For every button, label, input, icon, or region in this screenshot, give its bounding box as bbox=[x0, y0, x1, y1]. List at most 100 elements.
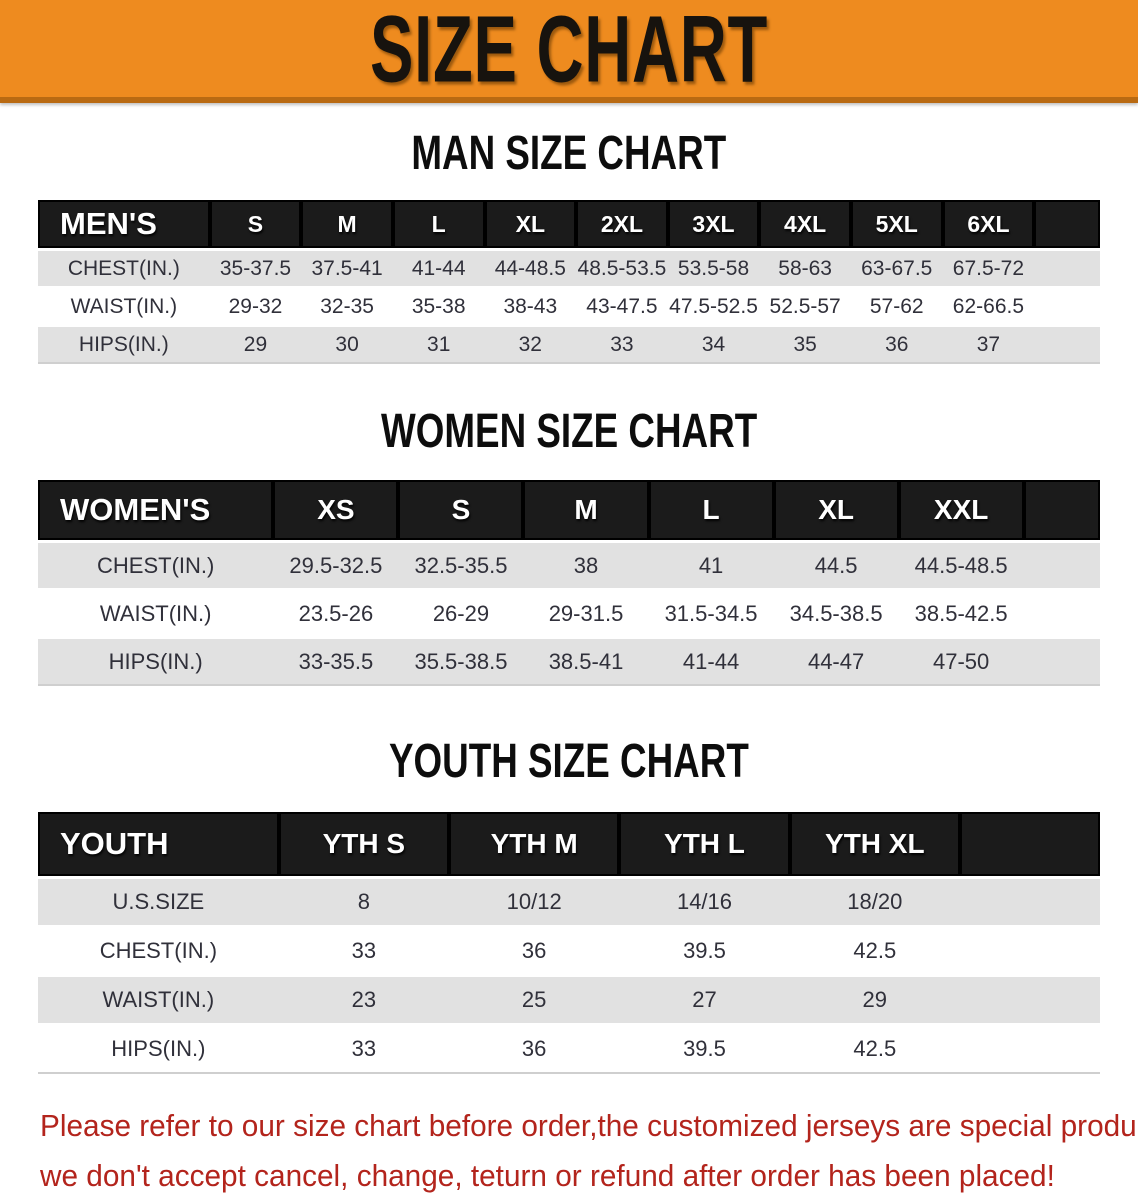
women-section-heading-text: WOMEN SIZE CHART bbox=[380, 402, 758, 458]
size-value-cell: 26-29 bbox=[398, 591, 524, 636]
table-row: HIPS(IN.) 33 36 39.5 42.5 bbox=[38, 1026, 1100, 1074]
size-value-cell: 33 bbox=[278, 928, 450, 974]
size-value-cell: 38.5-41 bbox=[523, 639, 649, 686]
size-value-cell: 43-47.5 bbox=[576, 289, 668, 324]
size-value-cell: 44.5 bbox=[773, 543, 899, 588]
section-men: MAN SIZE CHART MEN'S S M L XL 2XL 3XL 4XL 5XL 6XL… bbox=[0, 103, 1138, 367]
table-group-label: MEN'S bbox=[38, 200, 210, 248]
size-column-header: YTH L bbox=[619, 812, 790, 876]
size-value-cell: 38 bbox=[523, 543, 649, 588]
table-row: CHEST(IN.) 35-37.5 37.5-41 41-44 44-48.5 48.5… bbox=[38, 251, 1100, 286]
size-column-header: L bbox=[648, 480, 774, 540]
size-value-cell: 47-50 bbox=[898, 639, 1024, 686]
size-value-cell: 33-35.5 bbox=[273, 639, 399, 686]
size-value-cell: 52.5-57 bbox=[759, 289, 851, 324]
size-value-cell: 47.5-52.5 bbox=[667, 289, 760, 324]
size-value-cell: 38-43 bbox=[484, 289, 577, 324]
table-row: U.S.SIZE 8 10/12 14/16 18/20 bbox=[38, 879, 1100, 925]
size-value-cell: 37.5-41 bbox=[301, 251, 393, 286]
size-column-header: 4XL bbox=[759, 200, 851, 248]
size-value-cell: 48.5-53.5 bbox=[576, 251, 668, 286]
disclaimer-note: Please refer to our size chart before or… bbox=[40, 1101, 1138, 1200]
table-group-label: WOMEN'S bbox=[38, 480, 274, 540]
size-value-cell: 32 bbox=[484, 327, 577, 364]
row-label: CHEST(IN.) bbox=[38, 928, 279, 974]
size-value-cell: 57-62 bbox=[850, 289, 943, 324]
size-value-cell: 23 bbox=[278, 977, 450, 1023]
women-size-table: WOMEN'S XS S M L XL XXL CHEST(IN.) 29.5-32.5 32.5… bbox=[38, 477, 1100, 689]
table-row: HIPS(IN.) 29 30 31 32 33 34 35 36 37 bbox=[38, 327, 1100, 364]
table-header-row: MEN'S S M L XL 2XL 3XL 4XL 5XL 6XL bbox=[38, 200, 1100, 248]
size-value-cell: 29-31.5 bbox=[523, 591, 649, 636]
size-value-cell: 36 bbox=[449, 1026, 620, 1074]
size-value-cell: 8 bbox=[278, 879, 450, 925]
row-label: WAIST(IN.) bbox=[38, 591, 274, 636]
size-value-cell: 27 bbox=[619, 977, 790, 1023]
size-value-cell: 35 bbox=[759, 327, 851, 364]
size-value-cell: 37 bbox=[942, 327, 1035, 364]
size-value-cell: 29-32 bbox=[209, 289, 302, 324]
size-column-header: 2XL bbox=[576, 200, 668, 248]
table-header-row: YOUTH YTH S YTH M YTH L YTH XL bbox=[38, 812, 1100, 876]
size-value-cell: 34.5-38.5 bbox=[773, 591, 899, 636]
size-value-cell: 30 bbox=[301, 327, 393, 364]
section-women: WOMEN SIZE CHART WOMEN'S XS S M L XL XXL CHEST(… bbox=[0, 367, 1138, 689]
size-value-cell: 41-44 bbox=[392, 251, 485, 286]
section-youth: YOUTH SIZE CHART YOUTH YTH S YTH M YTH L YTH… bbox=[0, 689, 1138, 1077]
size-column-header: 5XL bbox=[850, 200, 943, 248]
table-row: CHEST(IN.) 29.5-32.5 32.5-35.5 38 41 44.5 44.5… bbox=[38, 543, 1100, 588]
disclaimer-line-2: we don't accept cancel, change, teturn o… bbox=[40, 1157, 1055, 1193]
table-group-label: YOUTH bbox=[38, 812, 279, 876]
size-value-cell: 44.5-48.5 bbox=[898, 543, 1024, 588]
size-value-cell: 39.5 bbox=[619, 928, 790, 974]
size-value-cell: 33 bbox=[278, 1026, 450, 1074]
size-value-cell: 42.5 bbox=[789, 928, 960, 974]
row-label: U.S.SIZE bbox=[38, 879, 279, 925]
size-value-cell: 36 bbox=[449, 928, 620, 974]
table-row: WAIST(IN.) 23.5-26 26-29 29-31.5 31.5-34.5 34… bbox=[38, 591, 1100, 636]
table-row: WAIST(IN.) 23 25 27 29 bbox=[38, 977, 1100, 1023]
row-filler bbox=[959, 977, 1100, 1023]
size-value-cell: 38.5-42.5 bbox=[898, 591, 1024, 636]
row-filler bbox=[1023, 543, 1100, 588]
size-value-cell: 23.5-26 bbox=[273, 591, 399, 636]
row-filler bbox=[959, 1026, 1100, 1074]
size-value-cell: 31.5-34.5 bbox=[648, 591, 774, 636]
size-column-header: YTH M bbox=[449, 812, 620, 876]
size-value-cell: 25 bbox=[449, 977, 620, 1023]
table-row: CHEST(IN.) 33 36 39.5 42.5 bbox=[38, 928, 1100, 974]
banner: SIZE CHART bbox=[0, 0, 1138, 103]
size-value-cell: 18/20 bbox=[789, 879, 960, 925]
size-value-cell: 35-38 bbox=[392, 289, 485, 324]
row-label: CHEST(IN.) bbox=[38, 251, 210, 286]
size-value-cell: 44-47 bbox=[773, 639, 899, 686]
size-value-cell: 32-35 bbox=[301, 289, 393, 324]
size-value-cell: 67.5-72 bbox=[942, 251, 1035, 286]
size-column-header: YTH XL bbox=[789, 812, 960, 876]
men-section-heading: MAN SIZE CHART bbox=[0, 103, 1138, 180]
size-value-cell: 10/12 bbox=[449, 879, 620, 925]
row-filler bbox=[1023, 591, 1100, 636]
row-label: WAIST(IN.) bbox=[38, 977, 279, 1023]
row-label: WAIST(IN.) bbox=[38, 289, 210, 324]
header-filler bbox=[1023, 480, 1100, 540]
size-column-header: M bbox=[523, 480, 649, 540]
table-header-row: WOMEN'S XS S M L XL XXL bbox=[38, 480, 1100, 540]
size-column-header: XS bbox=[273, 480, 399, 540]
size-value-cell: 29 bbox=[209, 327, 302, 364]
size-value-cell: 44-48.5 bbox=[484, 251, 577, 286]
disclaimer-line-1: Please refer to our size chart before or… bbox=[40, 1108, 1138, 1143]
size-value-cell: 63-67.5 bbox=[850, 251, 943, 286]
row-filler bbox=[1034, 327, 1100, 364]
size-column-header: YTH S bbox=[278, 812, 450, 876]
size-column-header: L bbox=[392, 200, 485, 248]
row-label: HIPS(IN.) bbox=[38, 327, 210, 364]
men-section-heading-text: MAN SIZE CHART bbox=[411, 124, 727, 180]
size-column-header: S bbox=[209, 200, 302, 248]
youth-section-heading: YOUTH SIZE CHART bbox=[0, 689, 1138, 784]
men-size-table: MEN'S S M L XL 2XL 3XL 4XL 5XL 6XL CHEST(IN.) 35-37… bbox=[38, 197, 1100, 367]
size-column-header: M bbox=[301, 200, 393, 248]
size-value-cell: 58-63 bbox=[759, 251, 851, 286]
size-column-header: XL bbox=[484, 200, 577, 248]
